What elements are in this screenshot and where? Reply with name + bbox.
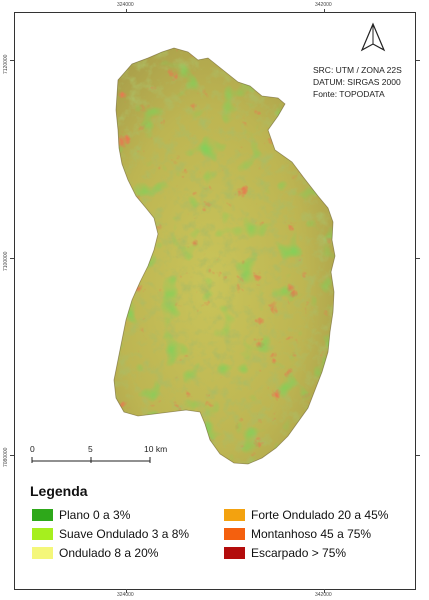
- x-tick-bottom-1: 324000: [117, 592, 134, 598]
- north-arrow-icon: [360, 22, 386, 52]
- x-tick-top-1: 324000: [117, 2, 134, 8]
- source-text: Fonte: TOPODATA: [313, 89, 385, 99]
- legend-swatch: [224, 547, 245, 559]
- scale-line: [31, 457, 151, 463]
- tick-mark: [416, 455, 420, 456]
- legend-label: Suave Ondulado 3 a 8%: [59, 527, 190, 541]
- scale-label-10: 10 km: [144, 444, 168, 454]
- legend-title: Legenda: [30, 483, 88, 499]
- tick-mark: [10, 60, 14, 61]
- x-tick-bottom-2: 342000: [315, 592, 332, 598]
- legend-swatch: [224, 528, 245, 540]
- legend-swatch: [224, 509, 245, 521]
- tick-mark: [126, 589, 127, 593]
- legend-label: Forte Ondulado 20 a 45%: [251, 508, 389, 522]
- datum-text: DATUM: SIRGAS 2000: [313, 77, 401, 87]
- legend-item-plano: Plano 0 a 3%: [32, 508, 130, 522]
- legend-label: Escarpado > 75%: [251, 546, 347, 560]
- tick-mark: [324, 9, 325, 13]
- tick-mark: [324, 589, 325, 593]
- legend-item-suave-ondulado: Suave Ondulado 3 a 8%: [32, 527, 189, 541]
- tick-mark: [10, 258, 14, 259]
- legend-label: Plano 0 a 3%: [59, 508, 131, 522]
- legend-label: Montanhoso 45 a 75%: [251, 527, 372, 541]
- scale-label-5: 5: [88, 444, 93, 454]
- tick-mark: [10, 455, 14, 456]
- legend-item-forte-ondulado: Forte Ondulado 20 a 45%: [224, 508, 388, 522]
- map-info: SRC: UTM / ZONA 22S DATUM: SIRGAS 2000 F…: [313, 64, 402, 100]
- legend-item-escarpado: Escarpado > 75%: [224, 546, 346, 560]
- scale-label-0: 0: [30, 444, 35, 454]
- legend-item-montanhoso: Montanhoso 45 a 75%: [224, 527, 371, 541]
- tick-mark: [416, 60, 420, 61]
- x-tick-top-2: 342000: [315, 2, 332, 8]
- scale-bar: 0 5 10 km: [26, 444, 176, 466]
- legend-item-ondulado: Ondulado 8 a 20%: [32, 546, 158, 560]
- legend-swatch: [32, 509, 53, 521]
- tick-mark: [126, 9, 127, 13]
- legend-swatch: [32, 547, 53, 559]
- legend-swatch: [32, 528, 53, 540]
- legend-label: Ondulado 8 a 20%: [59, 546, 159, 560]
- crs-text: SRC: UTM / ZONA 22S: [313, 65, 402, 75]
- tick-mark: [416, 258, 420, 259]
